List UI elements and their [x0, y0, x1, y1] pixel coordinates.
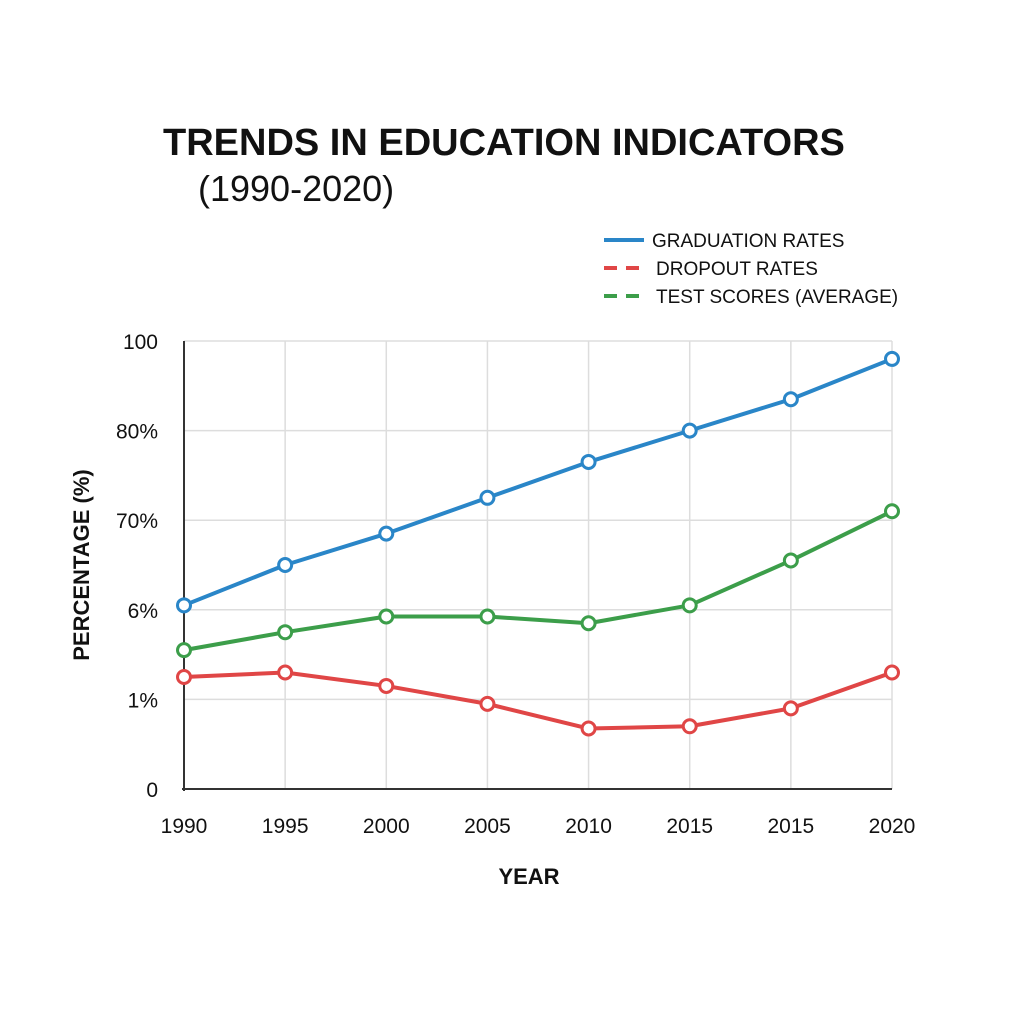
y-tick-label: 0 — [146, 779, 158, 802]
data-point — [176, 642, 192, 659]
data-point — [884, 503, 900, 520]
data-point — [277, 664, 294, 681]
data-point — [580, 615, 597, 632]
data-point — [580, 720, 597, 737]
data-point — [782, 552, 799, 569]
chart-legend: GRADUATION RATES DROPOUT RATES TEST SCORES… — [604, 231, 898, 308]
x-axis-title: YEAR — [498, 864, 559, 889]
y-axis-ticks: 0 1% 6% 70% 80% 100 — [116, 331, 158, 802]
series-line-0 — [182, 356, 894, 608]
data-point — [681, 597, 698, 614]
data-point — [176, 597, 192, 614]
data-point — [884, 350, 900, 367]
y-tick-label: 80% — [116, 421, 158, 444]
x-axis-ticks: 1990 1995 2000 2005 2010 2015 2015 2020 — [161, 815, 916, 838]
y-tick-label: 6% — [128, 600, 158, 623]
y-axis-title: PERCENTAGE (%) — [69, 469, 94, 661]
y-tick-label: 1% — [128, 689, 158, 712]
data-point — [884, 664, 900, 681]
chart-axes — [182, 341, 892, 791]
chart-title-line1: TRENDS IN EDUCATION INDICATORS — [163, 122, 845, 164]
data-point — [277, 624, 294, 641]
data-point — [479, 695, 496, 712]
chart-title-line2: (1990-2020) — [198, 168, 395, 209]
data-point — [378, 525, 395, 542]
data-point — [277, 557, 294, 573]
data-point — [479, 608, 496, 625]
x-tick-label: 2000 — [363, 815, 410, 838]
data-point — [378, 677, 395, 694]
x-tick-label: 1990 — [161, 815, 208, 838]
legend-label-2: TEST SCORES (AVERAGE) — [656, 287, 898, 308]
x-tick-label: 2020 — [869, 815, 916, 838]
legend-label-1: DROPOUT RATES — [656, 259, 818, 280]
legend-label-0: GRADUATION RATES — [652, 231, 844, 252]
data-point — [681, 422, 698, 439]
x-tick-label: 1995 — [262, 815, 309, 838]
data-point — [176, 669, 192, 685]
x-tick-label: 2005 — [464, 815, 511, 838]
data-point — [782, 391, 799, 408]
data-point — [580, 453, 597, 470]
x-tick-label: 2015 — [666, 815, 713, 838]
data-point — [378, 608, 395, 625]
y-tick-label: 100 — [123, 331, 158, 354]
series-line-1 — [182, 670, 894, 731]
data-point — [681, 718, 698, 735]
series-line-2 — [182, 509, 894, 653]
chart-series — [176, 350, 900, 737]
y-tick-label: 70% — [116, 510, 158, 533]
x-tick-label: 2015 — [767, 815, 814, 838]
x-tick-label: 2010 — [565, 815, 612, 838]
data-point — [782, 700, 799, 717]
data-point — [479, 489, 496, 506]
